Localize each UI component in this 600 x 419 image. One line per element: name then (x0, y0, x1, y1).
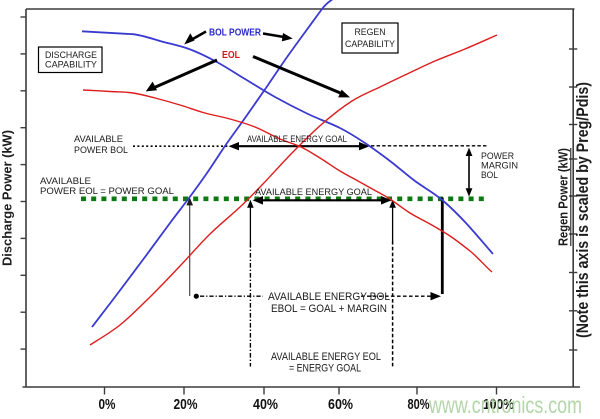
svg-text:Regen Power (kW): Regen Power (kW) (555, 148, 570, 246)
svg-text:DISCHARGE: DISCHARGE (45, 50, 97, 61)
svg-text:AVAILABLE: AVAILABLE (40, 175, 91, 186)
svg-text:BOL: BOL (481, 169, 498, 180)
svg-text:0%: 0% (99, 397, 116, 413)
svg-text:AVAILABLE ENERGY GOAL: AVAILABLE ENERGY GOAL (255, 186, 372, 197)
svg-text:POWER EOL = POWER GOAL: POWER EOL = POWER GOAL (40, 185, 174, 196)
svg-text:EOL: EOL (222, 49, 240, 61)
svg-text:CAPABILITY: CAPABILITY (345, 39, 396, 50)
svg-text:CAPABILITY: CAPABILITY (45, 60, 98, 71)
svg-text:AVAILABLE ENERGY BOL: AVAILABLE ENERGY BOL (268, 291, 390, 303)
svg-text:80%: 80% (408, 397, 430, 413)
svg-text:EBOL = GOAL + MARGIN: EBOL = GOAL + MARGIN (271, 303, 387, 315)
svg-text:AVAILABLE: AVAILABLE (74, 133, 123, 144)
svg-text:MARGIN: MARGIN (481, 160, 518, 171)
svg-text:www.cntronics.com: www.cntronics.com (428, 392, 582, 418)
svg-text:100%: 100% (483, 397, 514, 413)
svg-text:REGEN: REGEN (355, 27, 386, 38)
svg-text:POWER BOL: POWER BOL (74, 144, 128, 155)
svg-text:POWER: POWER (481, 150, 514, 161)
svg-text:20%: 20% (174, 397, 198, 413)
svg-text:40%: 40% (253, 397, 278, 413)
svg-text:= ENERGY GOAL: = ENERGY GOAL (289, 363, 361, 375)
svg-text:AVAILABLE ENERGY GOAL: AVAILABLE ENERGY GOAL (247, 133, 347, 144)
svg-text:BOL POWER: BOL POWER (209, 26, 261, 38)
svg-text:(Note this axis is scaled by P: (Note this axis is scaled by Preg/Pdis) (573, 82, 592, 338)
svg-text:AVAILABLE ENERGY EOL: AVAILABLE ENERGY EOL (271, 351, 381, 363)
svg-text:Discharge Power (kW): Discharge Power (kW) (0, 130, 15, 266)
svg-text:60%: 60% (328, 397, 353, 413)
